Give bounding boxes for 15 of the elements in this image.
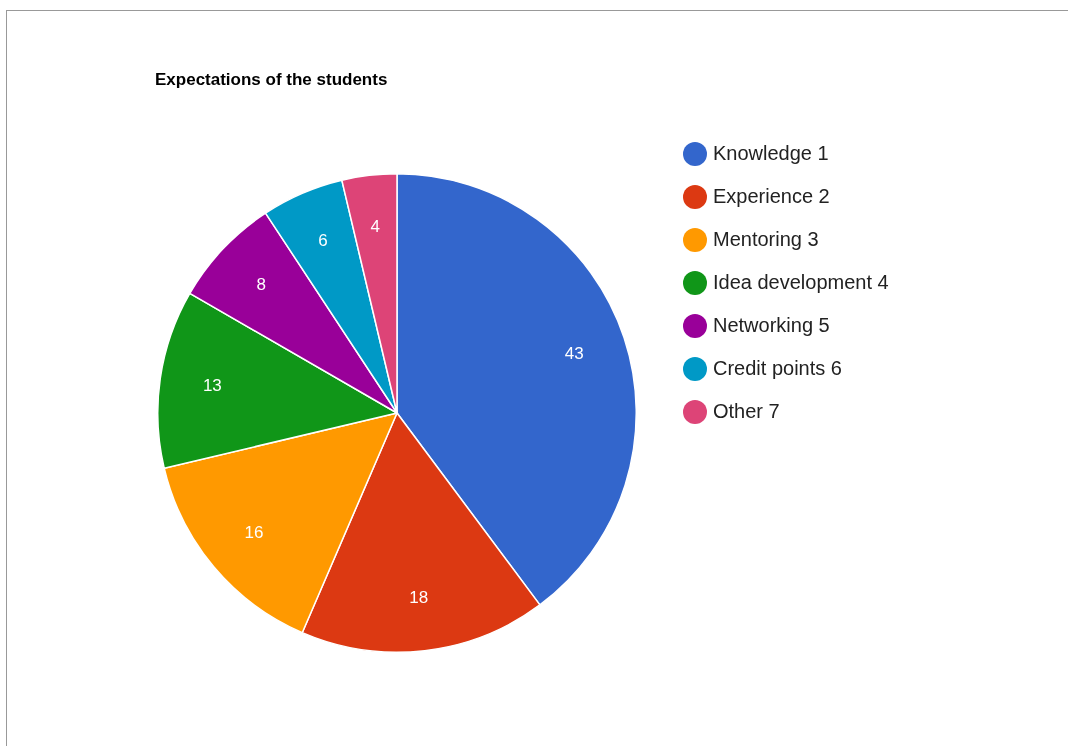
legend-label: Mentoring 3 bbox=[713, 227, 820, 252]
legend-label: Idea development 4 bbox=[713, 270, 890, 295]
legend-label: Experience 2 bbox=[713, 184, 831, 209]
data-label: 13 bbox=[202, 375, 222, 395]
legend-label: Networking 5 bbox=[713, 313, 831, 338]
legend-label: Knowledge 1 bbox=[713, 141, 830, 166]
chart-title: Expectations of the students bbox=[155, 70, 388, 90]
data-label: 6 bbox=[318, 231, 328, 251]
data-label: 8 bbox=[256, 274, 266, 294]
data-label: 4 bbox=[370, 217, 381, 237]
legend-label: Credit points 6 bbox=[713, 356, 843, 381]
data-label: 16 bbox=[244, 522, 264, 542]
legend-label: Other 7 bbox=[713, 399, 781, 424]
data-label: 18 bbox=[409, 588, 429, 608]
data-label: 43 bbox=[564, 343, 584, 363]
